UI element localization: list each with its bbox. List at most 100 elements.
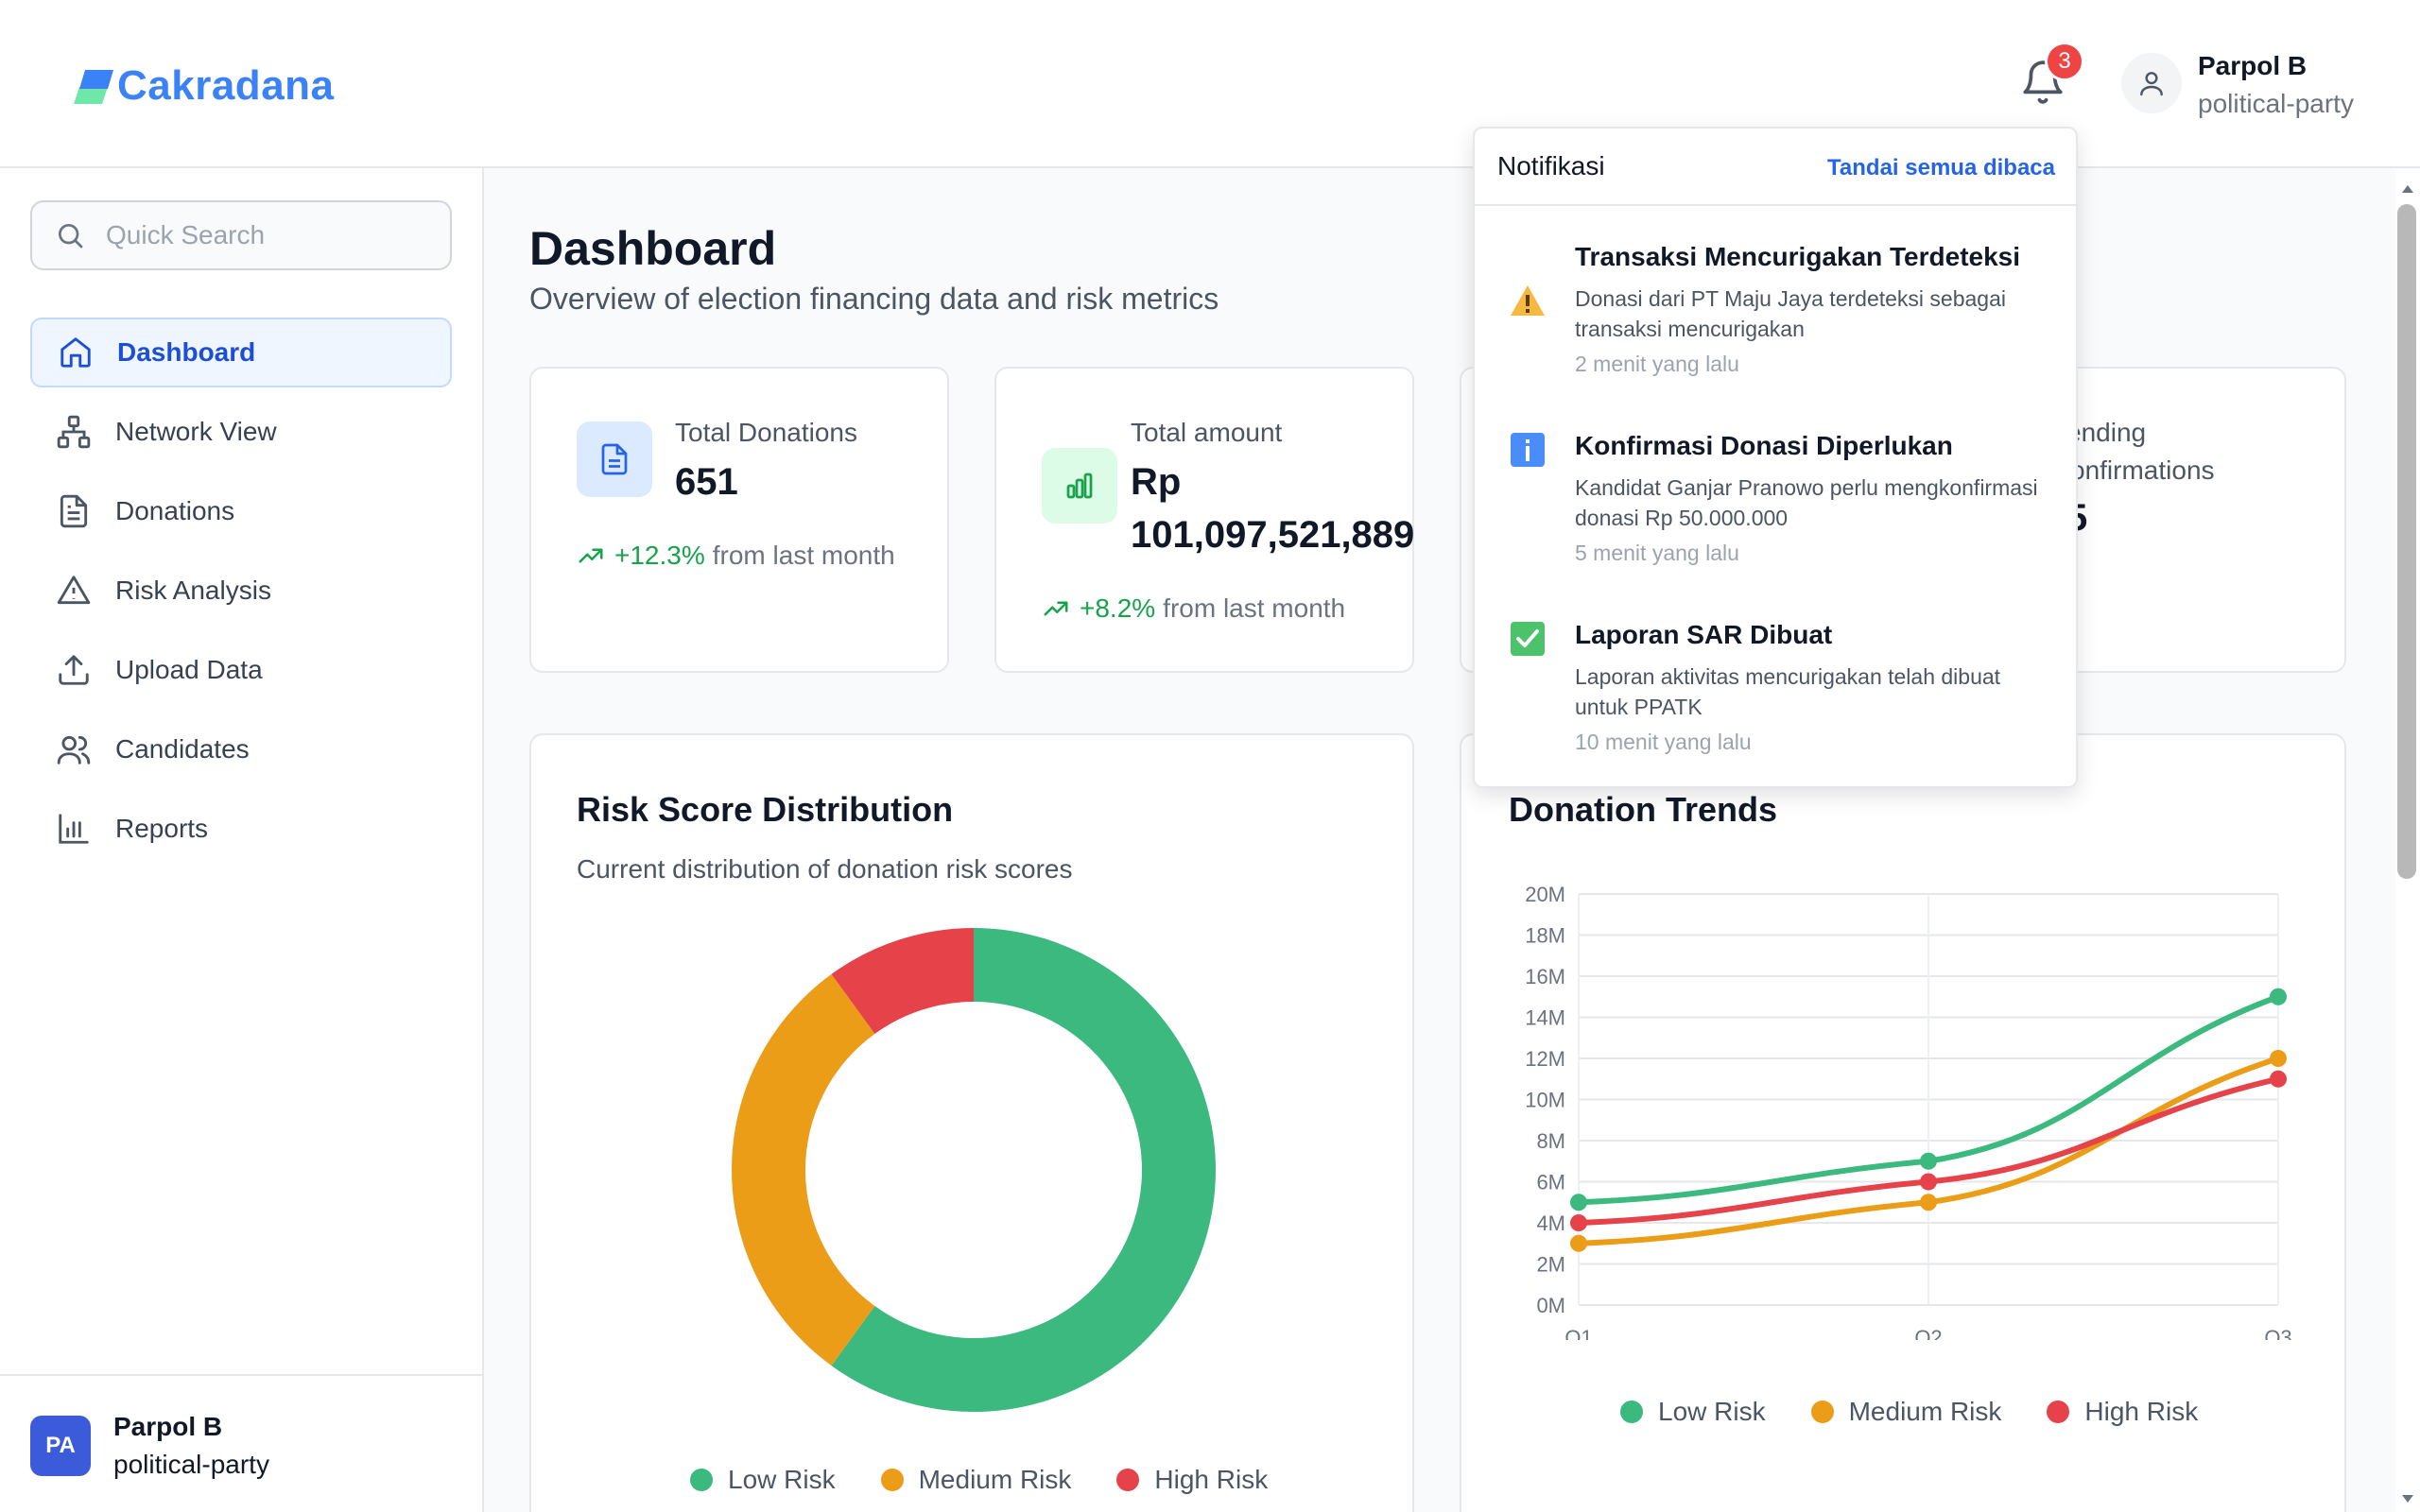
- pie-slice-low-risk[interactable]: [831, 928, 1216, 1412]
- logo-mark-icon: [74, 70, 113, 104]
- legend-label: Medium Risk: [918, 1465, 1072, 1494]
- y-tick-label: 4M: [1536, 1211, 1565, 1235]
- y-tick-label: 12M: [1525, 1047, 1565, 1071]
- data-point-low-risk[interactable]: [1920, 1152, 1937, 1170]
- notification-header: Notifikasi Tandai semua dibaca: [1475, 129, 2076, 206]
- card-description: Current distribution of donation risk sc…: [577, 854, 1073, 884]
- sidebar-item-dashboard[interactable]: Dashboard: [30, 318, 452, 387]
- sidebar-item-reports[interactable]: Reports: [30, 794, 452, 864]
- search-input[interactable]: [106, 220, 427, 250]
- sidebar-user-footer[interactable]: PA Parpol B political-party: [0, 1374, 482, 1512]
- y-tick-label: 20M: [1525, 883, 1565, 906]
- legend-item-high-risk[interactable]: High Risk: [2047, 1397, 2198, 1427]
- sidebar-item-label: Risk Analysis: [115, 576, 271, 605]
- notification-title: Notifikasi: [1497, 151, 1605, 180]
- stat-card-total-amount: Total amount Rp 101,097,521,889 +8.2% fr…: [994, 367, 1414, 673]
- legend-item-low-risk[interactable]: Low Risk: [690, 1465, 836, 1495]
- donation-trends-line-chart: 0M 2M 4M 6M 8M 10M 12M 14M 16M 18M 20M Q1 Q2 Q3: [1525, 883, 2291, 1340]
- user-initials-badge: PA: [30, 1416, 91, 1476]
- sidebar-item-label: Dashboard: [117, 337, 256, 367]
- data-point-medium-risk[interactable]: [1920, 1194, 1937, 1211]
- bar-chart-icon: [55, 810, 93, 848]
- stat-change-suffix: from last month: [712, 541, 895, 570]
- user-avatar[interactable]: [2121, 53, 2182, 113]
- stat-change-percent: +8.2%: [1080, 593, 1156, 623]
- data-point-low-risk[interactable]: [2270, 988, 2287, 1005]
- user-icon: [2140, 72, 2163, 96]
- stat-card-total-donations: Total Donations 651 +12.3% from last mon…: [529, 367, 949, 673]
- stat-label: Total Donations: [675, 418, 858, 447]
- legend-dot: [1620, 1400, 1643, 1423]
- notification-item-title: Laporan SAR Dibuat: [1575, 620, 1833, 649]
- data-point-high-risk[interactable]: [1570, 1214, 1587, 1231]
- notification-item-body: Laporan aktivitas mencurigakan telah dib…: [1575, 664, 2001, 719]
- pie-slice-high-risk[interactable]: [831, 928, 974, 1034]
- notification-item-body: Donasi dari PT Maju Jaya terdeteksi seba…: [1575, 286, 2006, 341]
- legend-dot: [880, 1469, 904, 1491]
- notification-item[interactable]: Transaksi Mencurigakan Terdeteksi Donasi…: [1475, 206, 2076, 395]
- header-user-name[interactable]: Parpol B: [2198, 51, 2308, 80]
- info-icon: [1511, 433, 1545, 467]
- quick-search[interactable]: [30, 200, 452, 270]
- sidebar-item-network-view[interactable]: Network View: [30, 397, 452, 467]
- data-point-low-risk[interactable]: [1570, 1194, 1587, 1211]
- sidebar-item-label: Upload Data: [115, 655, 263, 684]
- data-point-medium-risk[interactable]: [1570, 1234, 1587, 1252]
- document-icon: [577, 421, 652, 497]
- scroll-up-arrow-icon[interactable]: [2395, 180, 2420, 198]
- app-name: Cakradana: [117, 62, 335, 109]
- notification-item-time: 2 menit yang lalu: [1575, 352, 1739, 376]
- bell-icon: [2023, 60, 2063, 104]
- notification-item-time: 5 menit yang lalu: [1575, 541, 1739, 565]
- pie-slice-medium-risk[interactable]: [732, 973, 875, 1366]
- legend-label: Medium Risk: [1848, 1397, 2002, 1426]
- legend-item-medium-risk[interactable]: Medium Risk: [1810, 1397, 2002, 1427]
- sidebar-item-risk-analysis[interactable]: Risk Analysis: [30, 556, 452, 626]
- scroll-down-arrow-icon[interactable]: [2395, 1489, 2420, 1508]
- users-icon: [55, 730, 93, 768]
- notification-item-title: Transaksi Mencurigakan Terdeteksi: [1575, 242, 2021, 271]
- home-icon: [57, 334, 95, 371]
- notification-item[interactable]: Konfirmasi Donasi Diperlukan Kandidat Ga…: [1475, 395, 2076, 584]
- risk-chart-legend: Low Risk Medium Risk High Risk: [690, 1465, 1313, 1495]
- stat-label: onfirmations: [2070, 455, 2215, 485]
- card-title: Donation Trends: [1509, 790, 1778, 829]
- legend-item-medium-risk[interactable]: Medium Risk: [880, 1465, 1072, 1495]
- scrollbar-thumb[interactable]: [2397, 204, 2416, 879]
- search-icon: [59, 224, 83, 249]
- notification-item-title: Konfirmasi Donasi Diperlukan: [1575, 431, 1953, 460]
- sidebar-item-candidates[interactable]: Candidates: [30, 714, 452, 784]
- data-point-high-risk[interactable]: [1920, 1173, 1937, 1191]
- upload-icon: [55, 651, 93, 689]
- notification-button[interactable]: [2019, 59, 2066, 106]
- sidebar-item-upload-data[interactable]: Upload Data: [30, 635, 452, 705]
- notification-count-badge: 3: [2045, 42, 2084, 81]
- trending-up-icon: [579, 548, 603, 563]
- card-title: Risk Score Distribution: [577, 790, 954, 829]
- stat-change-percent: +12.3%: [614, 541, 705, 570]
- legend-item-low-risk[interactable]: Low Risk: [1620, 1397, 1766, 1427]
- risk-donut-chart: [732, 928, 1216, 1412]
- data-point-high-risk[interactable]: [2270, 1070, 2287, 1088]
- bar-chart-icon: [1042, 448, 1117, 524]
- stat-label: ending: [2066, 418, 2147, 447]
- sidebar-item-label: Donations: [115, 496, 235, 525]
- y-tick-label: 2M: [1536, 1253, 1565, 1277]
- app-logo[interactable]: Cakradana: [74, 62, 335, 110]
- sidebar-item-donations[interactable]: Donations: [30, 476, 452, 546]
- y-tick-label: 8M: [1536, 1129, 1565, 1153]
- page-subtitle: Overview of election financing data and …: [529, 282, 1219, 316]
- stat-value: 651: [675, 461, 738, 503]
- legend-dot: [1810, 1400, 1834, 1423]
- legend-item-high-risk[interactable]: High Risk: [1116, 1465, 1268, 1495]
- header-user-role: political-party: [2198, 89, 2354, 118]
- mark-all-read-button[interactable]: Tandai semua dibaca: [1827, 155, 2055, 180]
- y-tick-label: 18M: [1525, 924, 1565, 948]
- legend-label: High Risk: [2084, 1397, 2199, 1426]
- donation-trends-card: Donation Trends 0M 2M 4M 6M 8M 10M 12M 14M 16M 18…: [1460, 733, 2346, 1512]
- data-point-medium-risk[interactable]: [2270, 1050, 2287, 1067]
- stat-value-currency: Rp: [1131, 461, 1182, 503]
- y-tick-label: 10M: [1525, 1089, 1565, 1112]
- sidebar: Dashboard Network View Donations Risk An…: [0, 168, 484, 1512]
- notification-item[interactable]: Laporan SAR Dibuat Laporan aktivitas men…: [1475, 584, 2076, 773]
